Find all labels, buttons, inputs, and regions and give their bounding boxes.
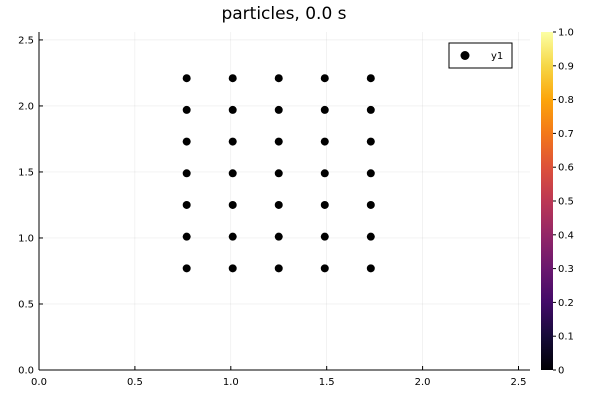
scatter-point (228, 105, 237, 114)
x-tick-label: 2.5 (511, 377, 527, 388)
scatter-point (366, 105, 375, 114)
y-axis-ticks: 0.0 0.5 1.0 1.5 2.0 2.5 (18, 35, 43, 377)
scatter-point (320, 137, 329, 146)
colorbar-tick-label: 0 (558, 366, 564, 377)
colorbar-tick-label: 0.3 (558, 264, 574, 275)
scatter-point (366, 74, 375, 83)
scatter-point (274, 137, 283, 146)
legend-box (448, 42, 513, 69)
y-tick-label: 2.0 (18, 101, 34, 112)
scatter-point (274, 105, 283, 114)
legend-label-y1: y1 (491, 51, 503, 62)
colorbar-tick-label: 0.1 (558, 332, 574, 343)
colorbar-tick-label: 0.2 (558, 298, 574, 309)
chart-title: particles, 0.0 s (221, 4, 346, 24)
legend: y1 (448, 42, 513, 69)
colorbar-tick-label: 0.8 (558, 95, 574, 106)
y-tick-label: 1.5 (18, 167, 34, 178)
scatter-point (274, 232, 283, 241)
x-tick-label: 1.5 (319, 377, 335, 388)
scatter-point (320, 169, 329, 178)
x-tick-label: 0.5 (127, 377, 143, 388)
scatter-point (274, 200, 283, 209)
colorbar-tick-label: 0.6 (558, 163, 574, 174)
scatter-point (228, 137, 237, 146)
colorbar-gradient (541, 32, 553, 370)
x-tick-label: 2.0 (415, 377, 431, 388)
scatter-point (182, 232, 191, 241)
scatter-point (366, 264, 375, 273)
colorbar-tick-label: 0.9 (558, 61, 574, 72)
colorbar: 0 0.1 0.2 0.3 0.4 0.5 0.6 0.7 0.8 0.9 1.0 (541, 28, 574, 377)
scatter-point (228, 74, 237, 83)
colorbar-tick-label: 0.5 (558, 197, 574, 208)
colorbar-ticks: 0 0.1 0.2 0.3 0.4 0.5 0.6 0.7 0.8 0.9 1.0 (553, 28, 574, 377)
colorbar-tick-label: 0.7 (558, 129, 574, 140)
scatter-point (228, 232, 237, 241)
scatter-point (320, 74, 329, 83)
y-tick-label: 2.5 (18, 35, 34, 46)
legend-marker-y1 (460, 51, 470, 60)
scatter-point (320, 232, 329, 241)
scatter-point (182, 137, 191, 146)
y-tick-label: 0.0 (18, 366, 34, 377)
scatter-point (366, 200, 375, 209)
scatter-point (182, 74, 191, 83)
y-tick-label: 1.0 (18, 233, 34, 244)
scatter-point (274, 264, 283, 273)
scatter-point (182, 264, 191, 273)
scatter-point (366, 232, 375, 241)
x-axis-ticks: 0.0 0.5 1.0 1.5 2.0 2.5 (31, 366, 526, 388)
scatter-point (366, 169, 375, 178)
colorbar-tick-label: 1.0 (558, 28, 574, 39)
y-tick-label: 0.5 (18, 299, 34, 310)
scatter-point (182, 200, 191, 209)
x-tick-label: 1.0 (223, 377, 239, 388)
scatter-point (228, 169, 237, 178)
scatter-point (228, 264, 237, 273)
scatter-point (274, 169, 283, 178)
scatter-point (366, 137, 375, 146)
scatter-point (320, 200, 329, 209)
scatter-point (182, 169, 191, 178)
colorbar-tick-label: 0.4 (558, 230, 574, 241)
scatter-point (320, 105, 329, 114)
scatter-points (182, 74, 375, 273)
x-tick-label: 0.0 (31, 377, 47, 388)
scatter-point (274, 74, 283, 83)
scatter-point (228, 200, 237, 209)
scatter-point (182, 105, 191, 114)
axes (38, 32, 530, 371)
scatter-point (320, 264, 329, 273)
grid (38, 32, 530, 371)
